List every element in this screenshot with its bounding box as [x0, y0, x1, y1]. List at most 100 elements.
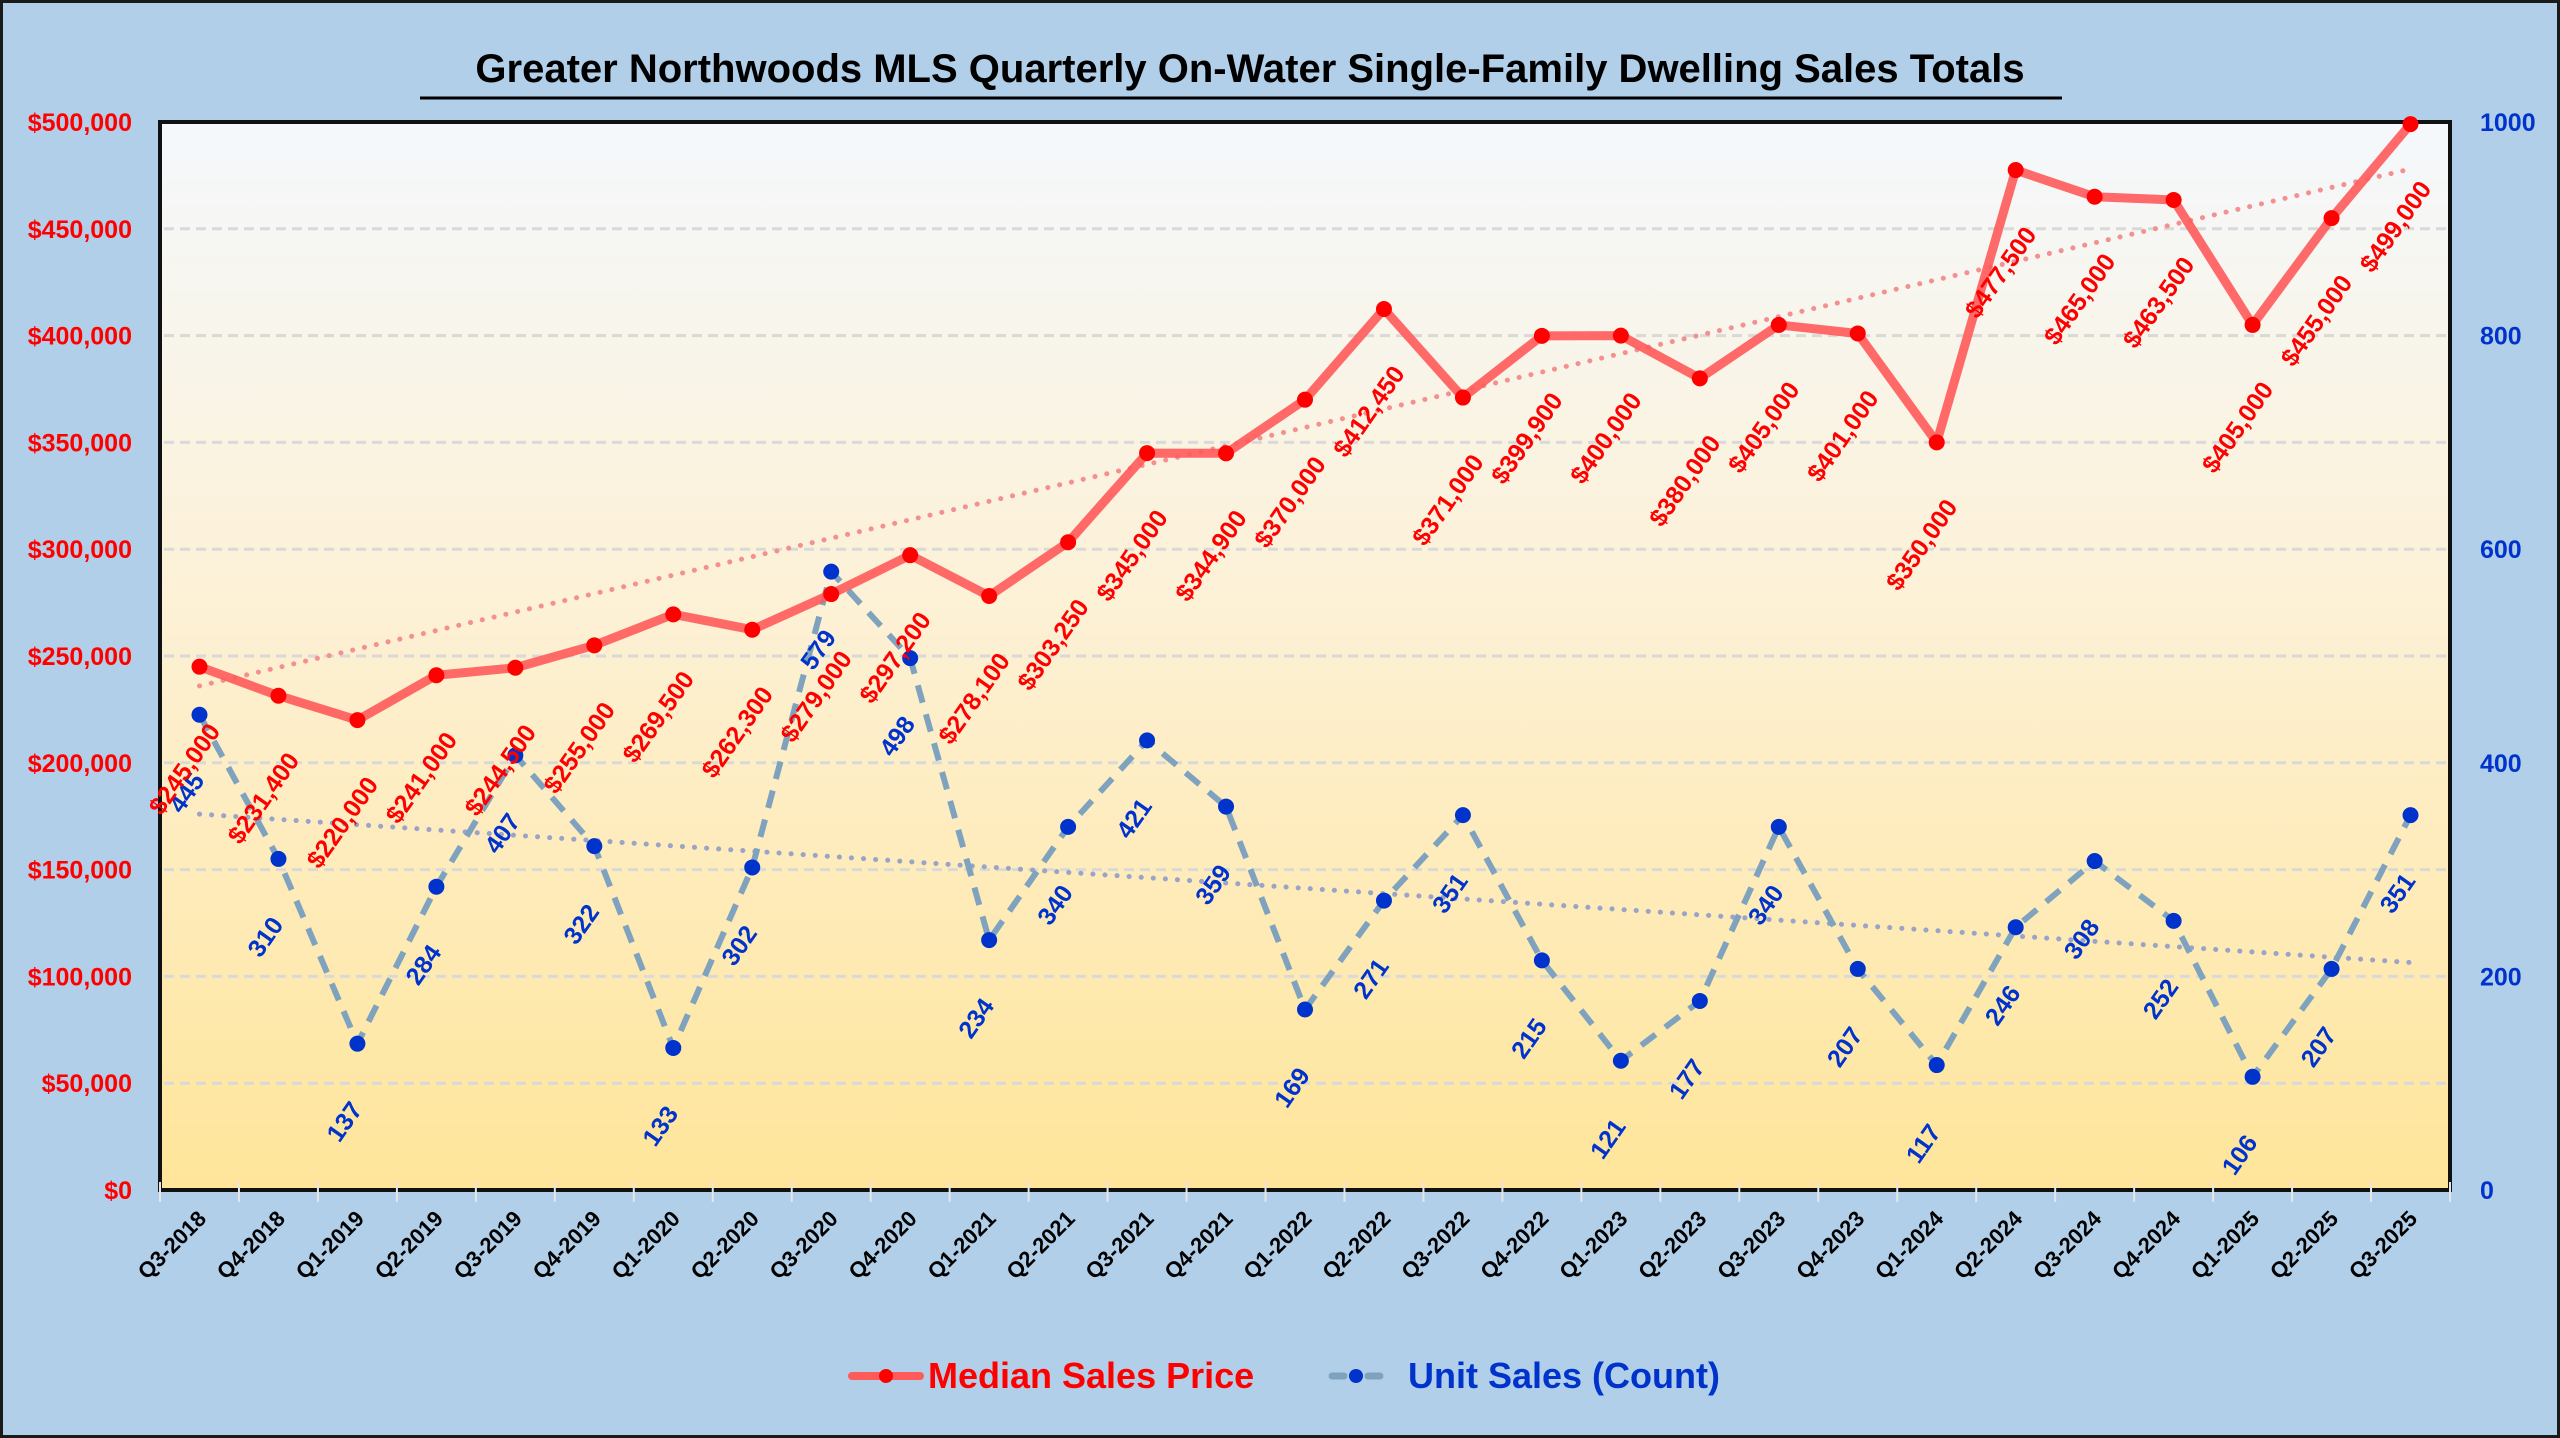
x-tick-label: Q3-2021 [1080, 1206, 1158, 1284]
point-unit-sales[interactable] [2165, 912, 2182, 929]
point-median-sales-price[interactable] [1218, 445, 1235, 462]
point-unit-sales[interactable] [2323, 960, 2340, 977]
point-median-sales-price[interactable] [1691, 370, 1708, 387]
point-median-sales-price[interactable] [823, 586, 840, 603]
chart-title-group: Greater Northwoods MLS Quarterly On-Wate… [420, 47, 2062, 100]
point-unit-sales[interactable] [1375, 892, 1392, 909]
x-tick-label: Q4-2019 [528, 1206, 606, 1284]
point-median-sales-price[interactable] [1375, 301, 1392, 318]
point-median-sales-price[interactable] [1139, 445, 1156, 462]
point-unit-sales[interactable] [1928, 1057, 1945, 1074]
point-unit-sales[interactable] [507, 747, 524, 764]
x-tick-label: Q2-2023 [1633, 1206, 1711, 1284]
point-unit-sales[interactable] [1770, 818, 1787, 835]
x-tick-label: Q4-2018 [212, 1206, 290, 1284]
x-tick-label: Q1-2024 [1870, 1205, 1949, 1284]
x-tick-label: Q4-2021 [1159, 1206, 1237, 1284]
point-median-sales-price[interactable] [1770, 316, 1787, 333]
x-tick-label: Q1-2021 [922, 1206, 1000, 1284]
x-tick-label: Q1-2025 [2186, 1206, 2264, 1284]
point-unit-sales[interactable] [2007, 919, 2024, 936]
point-unit-sales[interactable] [1691, 992, 1708, 1009]
point-median-sales-price[interactable] [2086, 188, 2103, 205]
point-median-sales-price[interactable] [507, 659, 524, 676]
y-right-tick-label: 800 [2480, 323, 2522, 351]
point-median-sales-price[interactable] [2244, 316, 2261, 333]
x-tick-label: Q2-2020 [686, 1206, 764, 1284]
x-tick-label: Q2-2024 [1949, 1205, 2028, 1284]
point-median-sales-price[interactable] [1454, 389, 1471, 406]
trendline-median-sales-price [196, 166, 2414, 689]
point-unit-sales[interactable] [1060, 818, 1077, 835]
point-unit-sales[interactable] [191, 706, 208, 723]
point-unit-sales[interactable] [1139, 732, 1156, 749]
y-left-tick-label: $450,000 [28, 216, 132, 244]
point-unit-sales[interactable] [744, 859, 761, 876]
legend-item-unit-sales[interactable]: Unit Sales (Count) [1328, 1355, 1720, 1396]
y-left-tick-label: $300,000 [28, 536, 132, 564]
point-median-sales-price[interactable] [428, 667, 445, 684]
legend: Median Sales Price Unit Sales (Count) [848, 1355, 1720, 1396]
point-median-sales-price[interactable] [2402, 116, 2419, 133]
y-left-tick-label: $350,000 [28, 429, 132, 457]
point-median-sales-price[interactable] [1060, 534, 1077, 551]
point-unit-sales[interactable] [270, 850, 287, 867]
x-tick-label: Q3-2022 [1396, 1206, 1474, 1284]
y-axis-left: $0 $50,000 $100,000 $150,000 $200,000 $250,00… [28, 109, 132, 1205]
point-median-sales-price[interactable] [349, 712, 366, 729]
point-unit-sales[interactable] [428, 878, 445, 895]
gridlines [164, 227, 2446, 1085]
point-unit-sales[interactable] [1218, 798, 1235, 815]
x-tick-label: Q2-2025 [2265, 1206, 2343, 1284]
point-unit-sales[interactable] [902, 650, 919, 667]
x-tick-label: Q2-2022 [1317, 1206, 1395, 1284]
point-median-sales-price[interactable] [665, 606, 682, 623]
y-left-tick-label: $400,000 [28, 323, 132, 351]
point-unit-sales[interactable] [1297, 1001, 1313, 1018]
point-median-sales-price[interactable] [191, 658, 208, 675]
point-unit-sales[interactable] [2086, 853, 2103, 870]
point-median-sales-price[interactable] [902, 547, 919, 564]
y-right-tick-label: 1000 [2480, 109, 2536, 137]
x-tick-label: Q1-2020 [607, 1206, 685, 1284]
point-median-sales-price[interactable] [586, 637, 603, 654]
point-unit-sales[interactable] [586, 838, 603, 855]
series-unit-sales [191, 563, 2419, 1085]
point-unit-sales[interactable] [981, 932, 998, 949]
point-median-sales-price[interactable] [2007, 162, 2024, 179]
point-median-sales-price[interactable] [1849, 325, 1866, 342]
point-unit-sales[interactable] [823, 563, 840, 580]
y-right-tick-label: 200 [2480, 963, 2522, 991]
point-median-sales-price[interactable] [2165, 191, 2182, 208]
legend-label-unit-sales: Unit Sales (Count) [1408, 1355, 1720, 1396]
y-right-tick-label: 400 [2480, 750, 2522, 778]
y-right-tick-label: 0 [2480, 1177, 2494, 1205]
point-median-sales-price[interactable] [1612, 327, 1629, 344]
point-median-sales-price[interactable] [2323, 210, 2340, 227]
legend-item-median-sales-price[interactable]: Median Sales Price [848, 1355, 1254, 1396]
legend-swatch-units-marker [1349, 1369, 1363, 1383]
point-unit-sales[interactable] [1533, 952, 1550, 969]
x-tick-label: Q3-2025 [2344, 1206, 2422, 1284]
point-median-sales-price[interactable] [744, 621, 761, 638]
legend-label-median-sales-price: Median Sales Price [928, 1355, 1254, 1396]
point-median-sales-price[interactable] [1928, 434, 1945, 451]
point-median-sales-price[interactable] [1533, 327, 1550, 344]
legend-swatch-price-marker [879, 1369, 893, 1383]
y-left-tick-label: $50,000 [42, 1070, 132, 1098]
x-tick-label: Q1-2019 [291, 1206, 369, 1284]
point-unit-sales[interactable] [665, 1039, 682, 1056]
series-median-sales-price [191, 116, 2419, 729]
point-unit-sales[interactable] [2402, 807, 2419, 824]
point-unit-sales[interactable] [349, 1035, 366, 1052]
point-median-sales-price[interactable] [1297, 391, 1313, 408]
point-median-sales-price[interactable] [981, 587, 998, 604]
point-unit-sales[interactable] [1849, 960, 1866, 977]
point-unit-sales[interactable] [2244, 1068, 2261, 1085]
point-unit-sales[interactable] [1454, 807, 1471, 824]
point-unit-sales[interactable] [1612, 1052, 1629, 1069]
trendlines [196, 166, 2414, 966]
point-median-sales-price[interactable] [270, 687, 287, 704]
x-tick-label: Q3-2024 [2028, 1205, 2107, 1284]
